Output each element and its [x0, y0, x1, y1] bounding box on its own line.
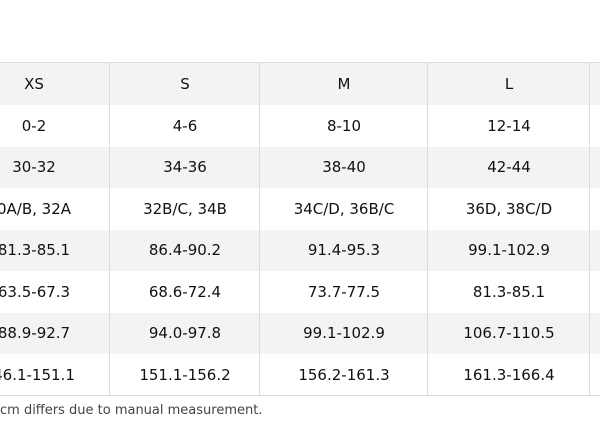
table-cell: 34C/D, 36B/C: [293, 199, 395, 218]
table-cell: 32B/C, 34B: [143, 199, 227, 218]
table-cell: 42-44: [487, 158, 531, 177]
table-cell: 0A/B, 32A: [0, 199, 72, 218]
table-cell: 81.3-85.1: [472, 282, 546, 301]
table-cell: 99.1-102.9: [468, 241, 550, 260]
header-row: XS S M L: [0, 63, 600, 105]
table-cell: 99.1-102.9: [303, 324, 385, 343]
table-cell: 91.4-95.3: [307, 241, 381, 260]
header-cell: XS: [24, 75, 44, 93]
header-cell: M: [337, 75, 351, 93]
table-cell: 161.3-166.4: [463, 365, 555, 384]
table-cell: 81.3-85.1: [0, 241, 71, 260]
table-row: 81.3-85.1 86.4-90.2 91.4-95.3 99.1-102.9: [0, 229, 600, 271]
table-cell: 106.7-110.5: [463, 324, 555, 343]
table-cell: 151.1-156.2: [139, 365, 231, 384]
column-divider: [427, 63, 428, 395]
table-cell: 4-6: [172, 116, 198, 135]
table-cell: 34-36: [163, 158, 207, 177]
table-row: 30-32 34-36 38-40 42-44: [0, 146, 600, 188]
table-cell: 46.1-151.1: [0, 365, 75, 384]
column-divider: [259, 63, 260, 395]
table-row: 46.1-151.1 151.1-156.2 156.2-161.3 161.3-16…: [0, 354, 600, 395]
table-cell: 156.2-161.3: [298, 365, 390, 384]
table-cell: 94.0-97.8: [148, 324, 222, 343]
header-cell: L: [504, 75, 514, 93]
table-cell: 36D, 38C/D: [465, 199, 553, 218]
table-cell: 0-2: [21, 116, 47, 135]
table-row: 0-2 4-6 8-10 12-14: [0, 105, 600, 147]
column-divider: [109, 63, 110, 395]
table-cell: 12-14: [487, 116, 531, 135]
size-table: XS S M L 0-2 4-6 8-10 12-14 30-32 34-36 38-40 42-44…: [0, 62, 600, 396]
header-cell: S: [180, 75, 190, 93]
table-cell: 86.4-90.2: [148, 241, 222, 260]
column-divider: [589, 63, 590, 395]
table-row: 88.9-92.7 94.0-97.8 99.1-102.9 106.7-110.5: [0, 312, 600, 354]
table-row: 63.5-67.3 68.6-72.4 73.7-77.5 81.3-85.1: [0, 271, 600, 313]
table-cell: 73.7-77.5: [307, 282, 381, 301]
table-cell: 8-10: [326, 116, 362, 135]
table-cell: 38-40: [322, 158, 366, 177]
table-cell: 88.9-92.7: [0, 324, 71, 343]
table-cell: 63.5-67.3: [0, 282, 71, 301]
table-row: 0A/B, 32A 32B/C, 34B 34C/D, 36B/C 36D, 38C/…: [0, 188, 600, 230]
table-cell: 30-32: [12, 158, 56, 177]
footnote: cm differs due to manual measurement.: [0, 403, 263, 418]
table-cell: 68.6-72.4: [148, 282, 222, 301]
